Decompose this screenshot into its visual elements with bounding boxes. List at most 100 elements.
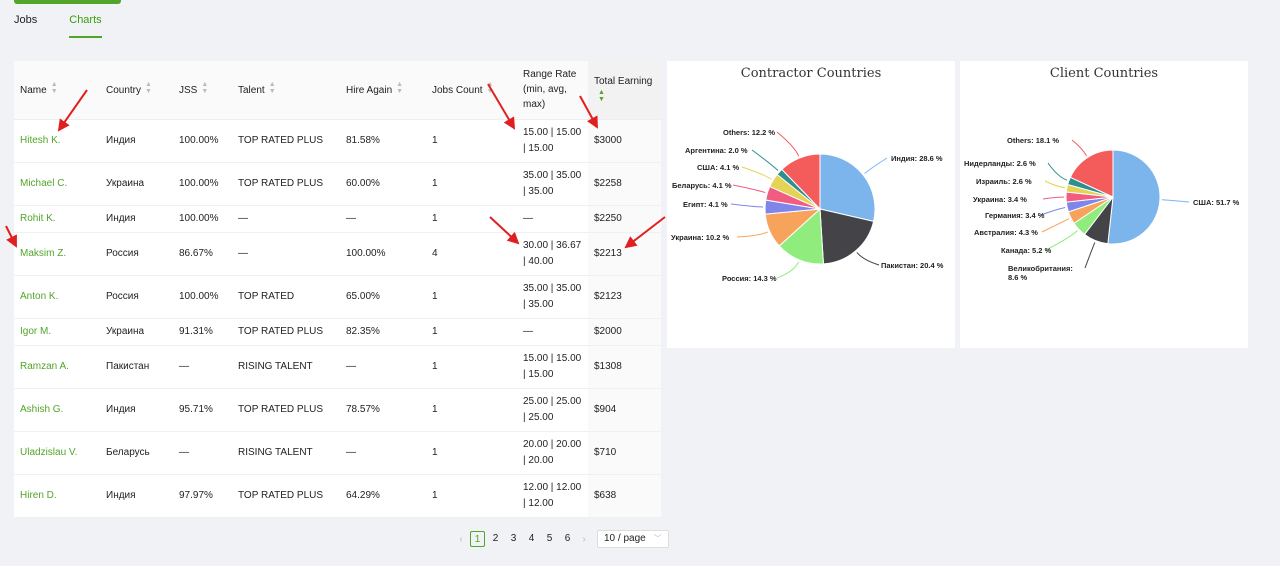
cell-jobs-count: 4 bbox=[426, 232, 517, 276]
sort-desc-icon[interactable]: ▲ ▼ bbox=[598, 88, 605, 103]
range-rate-line: | 12.00 bbox=[523, 497, 554, 509]
range-rate-line: 15.00 | 15.00 bbox=[523, 353, 582, 364]
slice-label: Пакистан: 20.4 % bbox=[881, 261, 944, 270]
range-rate-line: 20.00 | 20.00 bbox=[523, 439, 582, 450]
cell-name-value[interactable]: Michael C. bbox=[20, 177, 68, 189]
column-header-jss[interactable]: JSS▲ ▼ bbox=[173, 61, 232, 120]
cell-jobs-count-value: 1 bbox=[432, 325, 438, 337]
sort-icon[interactable]: ▲ ▼ bbox=[201, 81, 209, 96]
cell-name-value[interactable]: Uladzislau V. bbox=[20, 446, 78, 458]
cell-hire-again-value: — bbox=[346, 212, 356, 224]
slice-label: Великобритания: bbox=[1008, 264, 1073, 273]
range-rate-line: | 25.00 bbox=[523, 411, 554, 423]
sort-icon[interactable]: ▲ ▼ bbox=[396, 81, 404, 96]
cell-jss-value: 95.71% bbox=[179, 403, 213, 415]
sort-icon[interactable]: ▲ ▼ bbox=[268, 81, 276, 96]
cell-total-earning-value: $2213 bbox=[594, 247, 622, 259]
cell-name: Hiren D. bbox=[14, 474, 100, 518]
cell-jobs-count: 1 bbox=[426, 431, 517, 475]
page-2-button[interactable]: 2 bbox=[492, 533, 499, 544]
pie-slice-0[interactable] bbox=[819, 153, 876, 222]
cell-hire-again: — bbox=[340, 431, 426, 475]
pie-slice-8[interactable] bbox=[1069, 149, 1114, 198]
cell-jss: 100.00% bbox=[173, 275, 232, 319]
slice-label: Нидерланды: 2.6 % bbox=[964, 159, 1036, 168]
cell-talent: — bbox=[232, 205, 340, 233]
prev-page-button[interactable]: ‹ bbox=[459, 533, 463, 545]
slice-label: Германия: 3.4 % bbox=[985, 211, 1045, 220]
slice-label: Египт: 4.1 % bbox=[683, 200, 728, 209]
page-6-button[interactable]: 6 bbox=[564, 533, 571, 544]
cell-name-value[interactable]: Maksim Z. bbox=[20, 247, 67, 259]
column-header-jobs-count[interactable]: Jobs Count▲ ▼ bbox=[426, 61, 517, 120]
cell-total-earning: $2123 bbox=[588, 275, 661, 319]
slice-label: Беларусь: 4.1 % bbox=[672, 181, 732, 190]
cell-total-earning-value: $3000 bbox=[594, 134, 622, 146]
cell-name-value[interactable]: Ashish G. bbox=[20, 403, 64, 415]
page-5-button[interactable]: 5 bbox=[546, 533, 553, 544]
pie-slice-8[interactable] bbox=[781, 153, 821, 211]
cell-name: Igor M. bbox=[14, 318, 100, 346]
cell-talent: TOP RATED PLUS bbox=[232, 388, 340, 432]
cell-hire-again-value: 81.58% bbox=[346, 134, 380, 146]
cell-hire-again-value: — bbox=[346, 446, 356, 458]
cell-name-value[interactable]: Igor M. bbox=[20, 325, 52, 337]
sort-icon[interactable]: ▲ ▼ bbox=[486, 81, 494, 96]
cell-name-value[interactable]: Anton K. bbox=[20, 290, 59, 302]
leader-line bbox=[1071, 139, 1088, 156]
page-4-button[interactable]: 4 bbox=[528, 533, 535, 544]
cell-jobs-count: 1 bbox=[426, 162, 517, 206]
cell-jobs-count-value: 1 bbox=[432, 134, 438, 146]
table-row: Anton K. Россия 100.00% TOP RATED 65.00% 1 35.… bbox=[14, 275, 661, 319]
cell-talent: TOP RATED bbox=[232, 275, 340, 319]
column-header-name[interactable]: Name▲ ▼ bbox=[14, 61, 100, 120]
page-1-button[interactable]: 1 bbox=[470, 531, 485, 547]
cell-total-earning: $2250 bbox=[588, 205, 661, 233]
next-page-button[interactable]: › bbox=[582, 533, 586, 545]
column-header-country[interactable]: Country▲ ▼ bbox=[100, 61, 173, 120]
slice-label: 8.6 % bbox=[1008, 273, 1028, 282]
tab-charts[interactable]: Charts bbox=[69, 14, 102, 38]
cell-name-value[interactable]: Hiren D. bbox=[20, 489, 57, 501]
cell-country: Украина bbox=[100, 318, 173, 346]
pie-slice-1[interactable] bbox=[819, 208, 875, 265]
slice-label: Австралия: 4.3 % bbox=[974, 228, 1038, 237]
tab-jobs[interactable]: Jobs bbox=[14, 14, 38, 26]
cell-country: Индия bbox=[100, 205, 173, 233]
column-header-talent[interactable]: Talent▲ ▼ bbox=[232, 61, 340, 120]
cell-country-value: Индия bbox=[106, 134, 136, 146]
cell-range-rate: 35.00 | 35.00 | 35.00 bbox=[517, 275, 588, 319]
column-header-hire-again[interactable]: Hire Again▲ ▼ bbox=[340, 61, 426, 120]
range-rate-line: | 20.00 bbox=[523, 454, 554, 466]
cell-jobs-count: 1 bbox=[426, 119, 517, 163]
cell-country: Индия bbox=[100, 388, 173, 432]
client-countries-chart: Client Countries США: 51.7 % Великобритан… bbox=[960, 61, 1248, 348]
cell-country: Россия bbox=[100, 232, 173, 276]
cell-range-rate: — bbox=[517, 205, 588, 233]
cell-range-rate: 30.00 | 36.67 | 40.00 bbox=[517, 232, 588, 276]
cell-talent: TOP RATED PLUS bbox=[232, 474, 340, 518]
column-header-total-earning[interactable]: Total Earning▲ ▼ bbox=[588, 61, 661, 120]
cell-hire-again-value: 64.29% bbox=[346, 489, 380, 501]
page-size-select[interactable]: 10 / page ﹀ bbox=[597, 530, 669, 548]
cell-jss: 100.00% bbox=[173, 205, 232, 233]
cell-talent: TOP RATED PLUS bbox=[232, 318, 340, 346]
sort-icon[interactable]: ▲ ▼ bbox=[145, 81, 152, 96]
cell-total-earning-value: $638 bbox=[594, 489, 617, 501]
cell-hire-again: 100.00% bbox=[340, 232, 426, 276]
cell-jss: 95.71% bbox=[173, 388, 232, 432]
cell-name-value[interactable]: Hitesh K. bbox=[20, 134, 61, 146]
range-rate-line: | 40.00 bbox=[523, 255, 554, 267]
cell-name-value[interactable]: Ramzan A. bbox=[20, 360, 69, 372]
cell-name: Uladzislau V. bbox=[14, 431, 100, 475]
leader-line bbox=[751, 149, 779, 171]
cell-jobs-count-value: 1 bbox=[432, 489, 438, 501]
sort-icon[interactable]: ▲ ▼ bbox=[50, 81, 58, 96]
pie-slice-0[interactable] bbox=[1107, 149, 1161, 245]
cell-jss: 86.67% bbox=[173, 232, 232, 276]
slice-label: США: 51.7 % bbox=[1193, 198, 1240, 207]
leader-line bbox=[1047, 162, 1068, 181]
page-3-button[interactable]: 3 bbox=[510, 533, 517, 544]
cell-name-value[interactable]: Rohit K. bbox=[20, 212, 56, 224]
leader-line bbox=[1084, 242, 1096, 269]
